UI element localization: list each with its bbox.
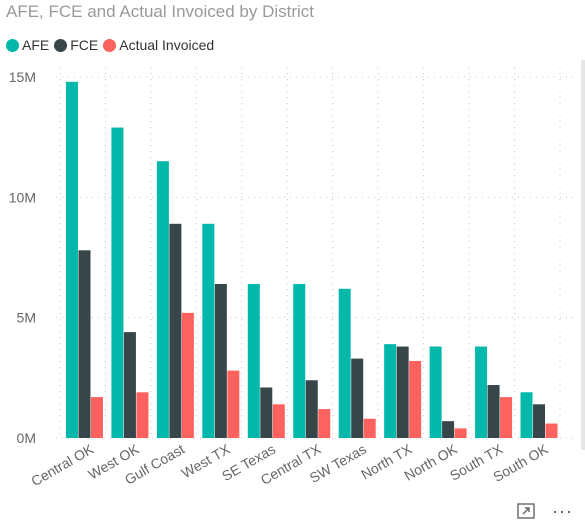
bar (487, 385, 500, 438)
bar (454, 428, 467, 438)
bar (475, 346, 488, 438)
bar (396, 346, 409, 438)
bar (272, 404, 285, 438)
legend-item-actual-invoiced[interactable]: Actual Invoiced (103, 37, 214, 53)
legend-item-afe[interactable]: AFE (6, 37, 49, 53)
bar (305, 380, 318, 438)
bar (202, 223, 215, 438)
bar (90, 397, 103, 438)
legend-label-afe: AFE (22, 37, 50, 53)
bar (65, 81, 78, 439)
legend-swatch-actual-invoiced (103, 38, 117, 52)
legend-swatch-afe (6, 38, 19, 52)
y-tick-label: 15M (9, 69, 36, 85)
bar (136, 392, 149, 438)
y-tick-label: 10M (9, 189, 36, 205)
bar (500, 397, 513, 438)
legend: AFE FCE Actual Invoiced (6, 37, 219, 53)
bar (318, 409, 331, 438)
focus-mode-icon[interactable] (516, 501, 536, 521)
bar (111, 127, 124, 438)
x-tick-label: Central OK (28, 440, 97, 489)
legend-label-actual-invoiced: Actual Invoiced (119, 37, 215, 53)
bar (247, 283, 260, 438)
bar (429, 346, 442, 438)
bar (260, 387, 273, 438)
chart-title: AFE, FCE and Actual Invoiced by District (6, 2, 315, 21)
bar (409, 360, 422, 438)
bar (169, 223, 182, 438)
bar (214, 283, 227, 438)
bar (181, 312, 194, 438)
bar (520, 392, 533, 438)
legend-swatch-fce (54, 38, 68, 52)
bar (533, 404, 546, 438)
bar (338, 288, 351, 438)
bar (123, 332, 136, 438)
bar (227, 370, 240, 438)
y-tick-label: 5M (17, 310, 36, 326)
bar (442, 421, 455, 438)
bar (545, 423, 558, 438)
visual-footer: ··· (516, 501, 573, 521)
bar (156, 161, 169, 438)
bar (351, 358, 364, 438)
bar (78, 250, 91, 438)
bar (293, 283, 306, 438)
legend-label-fce: FCE (70, 37, 99, 53)
more-options-icon[interactable]: ··· (552, 501, 573, 521)
legend-item-fce[interactable]: FCE (54, 37, 98, 53)
scroll-edge (581, 60, 585, 450)
bar (363, 418, 376, 438)
y-tick-label: 0M (17, 430, 36, 446)
bar (384, 344, 397, 438)
